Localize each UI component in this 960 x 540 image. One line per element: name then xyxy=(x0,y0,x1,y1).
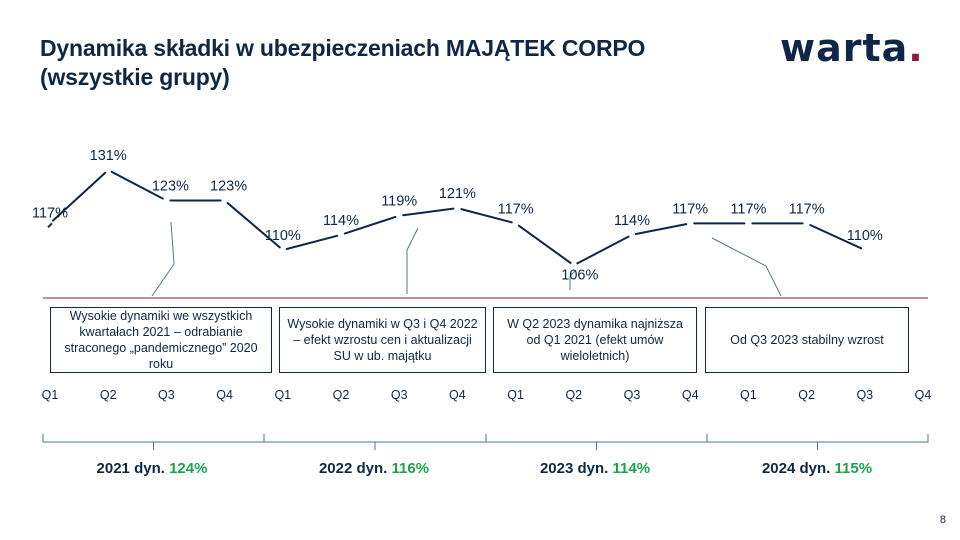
annotation-box-2021: Wysokie dynamiki we wszystkich kwartałac… xyxy=(50,307,272,373)
series-segment-10 xyxy=(576,235,630,265)
x-tick-label-12: Q4 xyxy=(682,388,699,402)
annotation-text-2022: Wysokie dynamiki w Q3 i Q4 2022 – efekt … xyxy=(287,317,478,363)
x-tick-label-7: Q3 xyxy=(391,388,408,402)
annotation-text-2023: W Q2 2023 dynamika najniższa od Q1 2021 … xyxy=(507,317,683,363)
x-tick-label-10: Q2 xyxy=(565,388,582,402)
x-tick-label-3: Q3 xyxy=(158,388,175,402)
leader-line-2 xyxy=(406,227,419,294)
x-tick-label-1: Q1 xyxy=(42,388,59,402)
data-label-5: 110% xyxy=(265,228,301,244)
data-label-14: 117% xyxy=(789,201,825,217)
logo-text: warta xyxy=(780,26,909,70)
data-label-1: 117% xyxy=(32,205,68,221)
data-label-13: 117% xyxy=(730,201,766,217)
data-label-8: 121% xyxy=(439,186,476,202)
year-dyn-2023: 114% xyxy=(612,460,651,477)
year-dyn-2022: 116% xyxy=(391,460,430,477)
x-tick-label-4: Q4 xyxy=(216,388,233,402)
data-label-11: 114% xyxy=(614,213,650,229)
series-segment-6 xyxy=(343,215,397,235)
x-tick-label-16: Q4 xyxy=(915,388,932,402)
annotation-text-2024: Od Q3 2023 stabilny wzrost xyxy=(730,333,884,347)
year-label-2021: 2021 dyn. xyxy=(96,460,165,477)
year-label-2024: 2024 dyn. xyxy=(761,460,831,477)
leader-line-3 xyxy=(569,269,577,290)
series-segment-5 xyxy=(285,234,339,250)
year-summary-2024: 2024 dyn. 115% xyxy=(707,460,927,477)
x-tick-label-11: Q3 xyxy=(624,388,641,402)
data-label-9: 117% xyxy=(498,201,534,217)
series-segment-4 xyxy=(226,202,281,249)
series-segment-1 xyxy=(51,171,107,222)
series-start-stub xyxy=(47,222,53,229)
year-summary-2022: 2022 dyn. 116% xyxy=(264,460,484,477)
x-tick-label-14: Q2 xyxy=(798,388,815,402)
series-segment-9 xyxy=(517,224,572,264)
data-label-2: 131% xyxy=(90,148,127,164)
data-label-3: 123% xyxy=(152,178,189,194)
page-title: Dynamika składki w ubezpieczeniach MAJĄT… xyxy=(40,35,646,90)
x-tick-label-13: Q1 xyxy=(740,388,757,402)
leader-line-1 xyxy=(151,221,175,297)
data-label-10: 106% xyxy=(561,267,598,283)
year-label-2023: 2023 dyn. xyxy=(539,460,609,477)
year-label-2022: 2022 dyn. xyxy=(318,460,388,477)
annotation-box-2022: Wysokie dynamiki w Q3 i Q4 2022 – efekt … xyxy=(279,307,486,373)
x-tick-label-2: Q2 xyxy=(100,388,117,402)
x-tick-label-9: Q1 xyxy=(507,388,524,402)
x-tick-label-5: Q1 xyxy=(274,388,291,402)
series-segment-8 xyxy=(460,208,513,224)
year-bracket-1 xyxy=(42,434,265,450)
x-tick-label-15: Q3 xyxy=(856,388,873,402)
annotation-text-2021: Wysokie dynamiki we wszystkich kwartałac… xyxy=(64,309,258,371)
leader-line-4 xyxy=(711,237,782,297)
series-segment-14 xyxy=(809,224,863,250)
year-bracket-2 xyxy=(263,434,487,450)
data-label-6: 114% xyxy=(323,213,359,229)
annotation-box-2024: Od Q3 2023 stabilny wzrost xyxy=(705,307,909,373)
year-summary-2021: 2021 dyn. 124% xyxy=(42,460,262,477)
year-dyn-2024: 115% xyxy=(834,460,873,477)
x-tick-label-6: Q2 xyxy=(333,388,350,402)
annotation-box-2023: W Q2 2023 dynamika najniższa od Q1 2021 … xyxy=(493,307,697,373)
series-segment-7 xyxy=(402,207,455,217)
series-segment-11 xyxy=(634,223,688,235)
warta-logo: warta. xyxy=(780,26,924,70)
year-bracket-3 xyxy=(485,434,708,450)
series-segment-2 xyxy=(110,170,164,200)
data-label-4: 123% xyxy=(210,178,247,194)
data-label-7: 119% xyxy=(381,194,417,210)
year-bracket-4 xyxy=(706,434,929,450)
year-summary-2023: 2023 dyn. 114% xyxy=(485,460,705,477)
logo-dot: . xyxy=(908,26,924,70)
data-label-12: 117% xyxy=(672,201,708,217)
year-dyn-2021: 124% xyxy=(169,460,208,477)
page-number: 8 xyxy=(939,514,946,526)
x-tick-label-8: Q4 xyxy=(449,388,466,402)
data-label-15: 110% xyxy=(847,228,883,244)
